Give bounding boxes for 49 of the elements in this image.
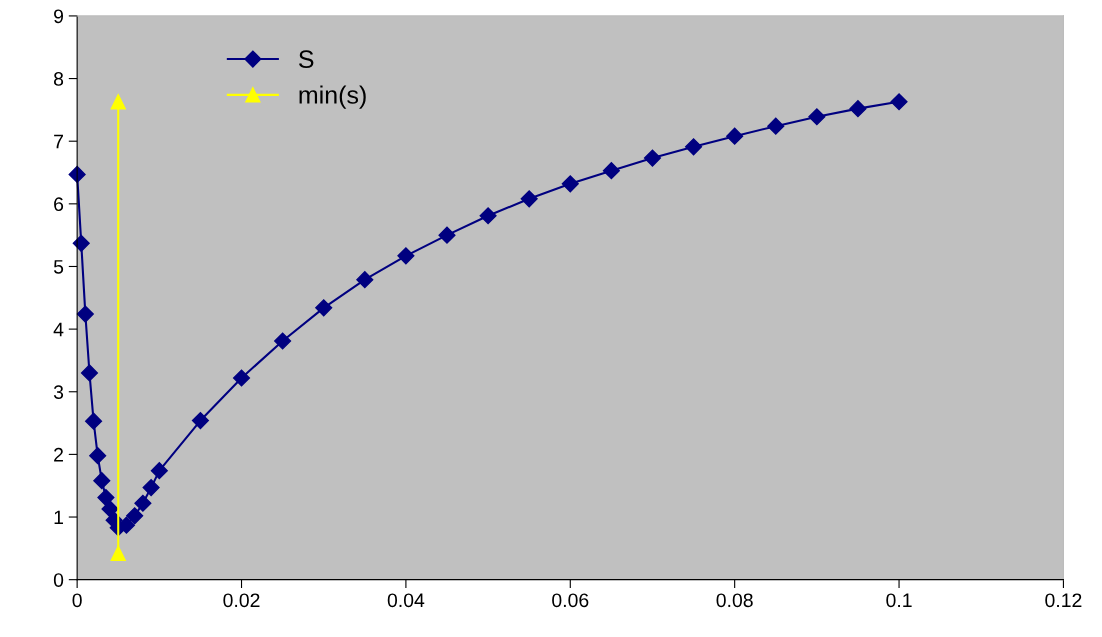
point bbox=[767, 117, 785, 135]
x-tick-label: 0.06 bbox=[552, 593, 589, 608]
point bbox=[274, 332, 292, 350]
y-tick-label: 1 bbox=[54, 510, 63, 525]
point bbox=[97, 489, 115, 507]
legend-label: min(s) bbox=[299, 85, 366, 109]
point bbox=[849, 100, 867, 118]
point bbox=[110, 94, 126, 110]
point bbox=[315, 299, 333, 317]
y-tick-label: 9 bbox=[54, 9, 64, 24]
point bbox=[80, 364, 99, 382]
point bbox=[142, 479, 160, 497]
y-tick-label: 2 bbox=[54, 447, 63, 462]
point bbox=[643, 149, 662, 167]
x-tick-label: 0 bbox=[72, 593, 82, 608]
point bbox=[191, 412, 209, 430]
y-tick-label: 0 bbox=[53, 573, 64, 587]
point bbox=[397, 247, 415, 265]
point bbox=[438, 226, 456, 244]
x-tick-label: 0.02 bbox=[223, 593, 260, 608]
x-tick-label: 0.08 bbox=[716, 593, 753, 608]
point bbox=[150, 462, 168, 480]
point bbox=[89, 447, 107, 465]
point bbox=[479, 207, 497, 225]
point bbox=[356, 271, 374, 289]
point bbox=[126, 507, 144, 525]
point bbox=[93, 472, 111, 490]
y-tick-label: 4 bbox=[53, 322, 64, 337]
y-tick-label: 3 bbox=[53, 385, 64, 399]
point bbox=[76, 305, 94, 323]
point bbox=[134, 494, 152, 512]
point bbox=[890, 93, 908, 111]
y-tick-label: 5 bbox=[53, 260, 64, 274]
point bbox=[232, 369, 251, 387]
point bbox=[726, 127, 744, 145]
point bbox=[808, 108, 826, 126]
x-tick-label: 0.04 bbox=[387, 593, 425, 608]
point bbox=[85, 412, 103, 430]
point bbox=[520, 190, 538, 208]
y-tick-label: 8 bbox=[53, 72, 64, 86]
legend-label: S bbox=[298, 50, 314, 69]
point bbox=[110, 545, 126, 562]
x-tick-label: 0.1 bbox=[886, 593, 912, 608]
point bbox=[602, 162, 620, 180]
y-tick-label: 7 bbox=[54, 134, 63, 149]
x-tick-label: 0.12 bbox=[1045, 593, 1082, 608]
y-tick-label: 6 bbox=[54, 197, 64, 212]
point bbox=[561, 175, 579, 193]
point bbox=[685, 138, 703, 156]
